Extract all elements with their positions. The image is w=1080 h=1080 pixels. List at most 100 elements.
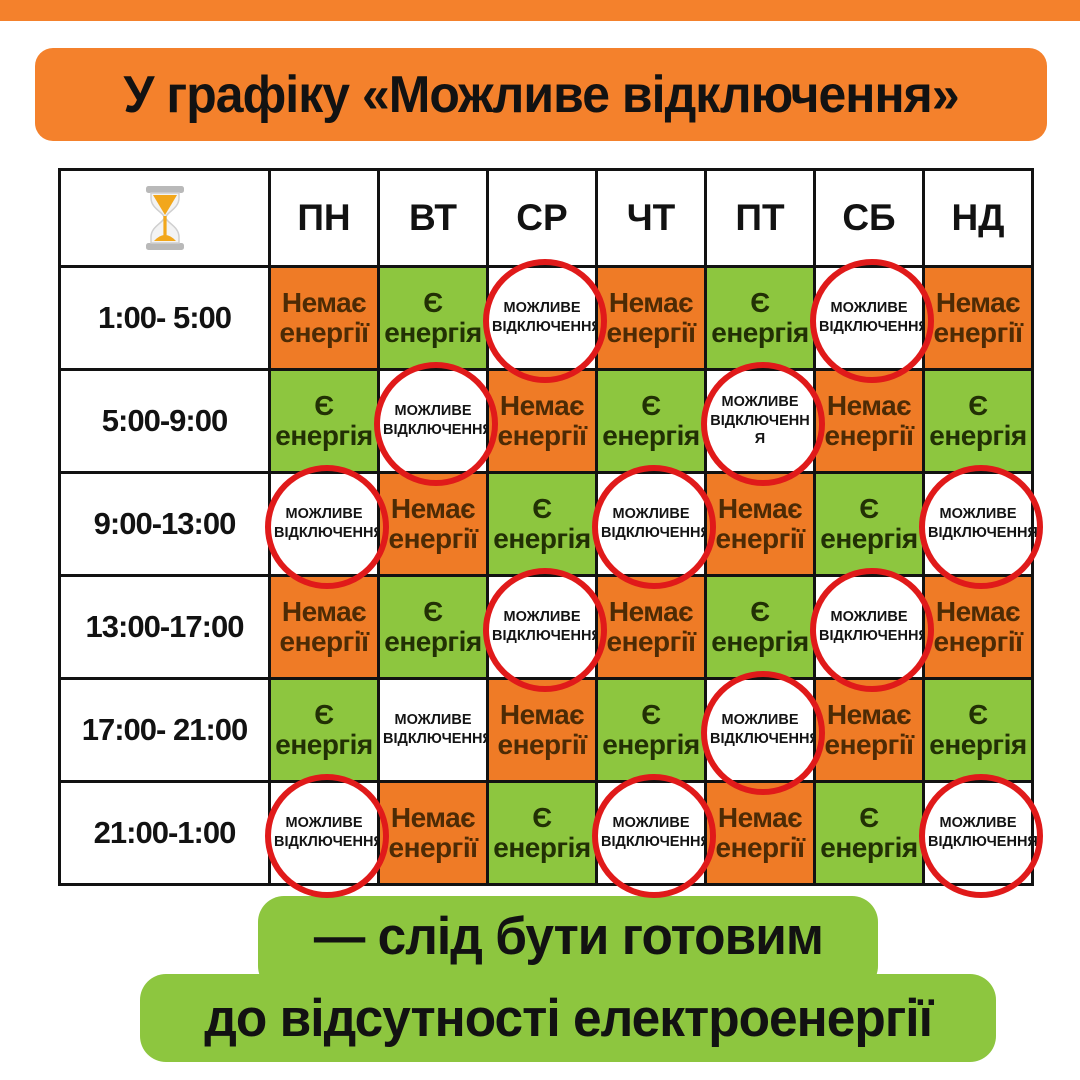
table-row: 9:00-13:00 МОЖЛИВЕ ВІДКЛЮЧЕННЯ Немає енерг… bbox=[58, 465, 1043, 589]
schedule-cell-on: Є енергія bbox=[377, 574, 489, 680]
cell-label: Немає енергії bbox=[824, 389, 914, 451]
day-header-fri: ПТ bbox=[704, 168, 816, 268]
day-header-sat: СБ bbox=[813, 168, 925, 268]
cell-label: Є енергія bbox=[275, 698, 373, 760]
cell-label: МОЖЛИВЕ ВІДКЛЮЧЕННЯ bbox=[928, 815, 1038, 850]
cell-label: МОЖЛИВЕ ВІДКЛЮЧЕННЯ bbox=[819, 609, 929, 644]
cell-label: Немає енергії bbox=[824, 698, 914, 760]
cell-label: Немає енергії bbox=[279, 286, 369, 348]
schedule-cell-off: Немає енергії bbox=[922, 574, 1034, 680]
schedule-cell-on: Є енергія bbox=[486, 780, 598, 886]
cell-label: Є енергія bbox=[929, 389, 1027, 451]
cell-label: МОЖЛИВЕ ВІДКЛЮЧЕНН Я bbox=[710, 393, 810, 448]
schedule-cell-on: Є енергія bbox=[268, 368, 380, 474]
schedule-cell-maybe: МОЖЛИВЕ ВІДКЛЮЧЕНН Я bbox=[701, 362, 825, 486]
schedule-cell-on: Є енергія bbox=[377, 265, 489, 371]
schedule-cell-off: Немає енергії bbox=[922, 265, 1034, 371]
time-range-label: 17:00- 21:00 bbox=[58, 677, 271, 783]
cell-label: Немає енергії bbox=[497, 389, 587, 451]
schedule-cell-maybe: МОЖЛИВЕ ВІДКЛЮЧЕННЯ bbox=[377, 677, 493, 783]
time-range-label: 1:00- 5:00 bbox=[58, 265, 271, 371]
cell-label: Є енергія bbox=[493, 492, 591, 554]
page-title: У графіку «Можливе відключення» bbox=[123, 65, 959, 124]
schedule-cell-on: Є енергія bbox=[595, 368, 707, 474]
schedule-cell-maybe: МОЖЛИВЕ ВІДКЛЮЧЕННЯ bbox=[919, 774, 1043, 898]
day-header-tue: ВТ bbox=[377, 168, 489, 268]
schedule-cell-maybe: МОЖЛИВЕ ВІДКЛЮЧЕННЯ bbox=[483, 568, 607, 692]
schedule-cell-on: Є енергія bbox=[486, 471, 598, 577]
schedule-cell-maybe: МОЖЛИВЕ ВІДКЛЮЧЕННЯ bbox=[592, 465, 716, 589]
cell-label: МОЖЛИВЕ ВІДКЛЮЧЕННЯ bbox=[492, 300, 602, 335]
day-header-wed: СР bbox=[486, 168, 598, 268]
footer-text-line2: до відсутності електроенергії bbox=[204, 988, 933, 1048]
schedule-cell-maybe: МОЖЛИВЕ ВІДКЛЮЧЕННЯ bbox=[701, 671, 825, 795]
cell-label: Є енергія bbox=[275, 389, 373, 451]
cell-label: Немає енергії bbox=[933, 595, 1023, 657]
schedule-cell-on: Є енергія bbox=[813, 471, 925, 577]
cell-label: Є енергія bbox=[711, 595, 809, 657]
table-row: 5:00-9:00 Є енергія МОЖЛИВЕ ВІДКЛЮЧЕННЯ Нем… bbox=[58, 362, 1034, 486]
cell-label: МОЖЛИВЕ ВІДКЛЮЧЕННЯ bbox=[383, 712, 493, 747]
schedule-cell-maybe: МОЖЛИВЕ ВІДКЛЮЧЕННЯ bbox=[483, 259, 607, 383]
cell-label: МОЖЛИВЕ ВІДКЛЮЧЕННЯ bbox=[710, 712, 820, 747]
footer-note-line2: до відсутності електроенергії bbox=[140, 974, 996, 1062]
table-row: 13:00-17:00 Немає енергії Є енергія МОЖЛИВЕ… bbox=[58, 568, 1034, 692]
cell-label: Немає енергії bbox=[279, 595, 369, 657]
cell-label: Є енергія bbox=[384, 595, 482, 657]
schedule-cell-off: Немає енергії bbox=[377, 471, 489, 577]
cell-label: МОЖЛИВЕ ВІДКЛЮЧЕННЯ bbox=[819, 300, 929, 335]
schedule-cell-off: Немає енергії bbox=[486, 677, 598, 783]
cell-label: Є енергія bbox=[493, 801, 591, 863]
schedule-cell-maybe: МОЖЛИВЕ ВІДКЛЮЧЕННЯ bbox=[919, 465, 1043, 589]
cell-label: МОЖЛИВЕ ВІДКЛЮЧЕННЯ bbox=[492, 609, 602, 644]
schedule-cell-maybe: МОЖЛИВЕ ВІДКЛЮЧЕННЯ bbox=[810, 259, 934, 383]
schedule-cell-off: Немає енергії bbox=[595, 574, 707, 680]
cell-label: Немає енергії bbox=[606, 286, 696, 348]
cell-label: Немає енергії bbox=[388, 801, 478, 863]
table-row: 17:00- 21:00 Є енергія МОЖЛИВЕ ВІДКЛЮЧЕННЯ… bbox=[58, 671, 1034, 795]
schedule-cell-maybe: МОЖЛИВЕ ВІДКЛЮЧЕННЯ bbox=[265, 774, 389, 898]
schedule-cell-off: Немає енергії bbox=[813, 368, 925, 474]
cell-label: Немає енергії bbox=[606, 595, 696, 657]
schedule-cell-maybe: МОЖЛИВЕ ВІДКЛЮЧЕННЯ bbox=[374, 362, 498, 486]
time-column-header bbox=[58, 168, 271, 268]
cell-label: Є енергія bbox=[602, 389, 700, 451]
cell-label: МОЖЛИВЕ ВІДКЛЮЧЕННЯ bbox=[274, 815, 384, 850]
schedule-cell-maybe: МОЖЛИВЕ ВІДКЛЮЧЕННЯ bbox=[810, 568, 934, 692]
cell-label: МОЖЛИВЕ ВІДКЛЮЧЕННЯ bbox=[383, 403, 493, 438]
schedule-cell-off: Немає енергії bbox=[377, 780, 489, 886]
schedule-cell-maybe: МОЖЛИВЕ ВІДКЛЮЧЕННЯ bbox=[592, 774, 716, 898]
time-range-label: 21:00-1:00 bbox=[58, 780, 271, 886]
schedule-cell-on: Є енергія bbox=[268, 677, 380, 783]
title-banner: У графіку «Можливе відключення» bbox=[35, 48, 1047, 141]
footer-text-line1: — слід бути готовим bbox=[313, 907, 823, 966]
table-row: 1:00- 5:00 Немає енергії Є енергія МОЖЛИВЕ … bbox=[58, 259, 1034, 383]
schedule-cell-off: Немає енергії bbox=[704, 471, 816, 577]
time-range-label: 5:00-9:00 bbox=[58, 368, 271, 474]
hourglass-icon bbox=[145, 186, 184, 250]
schedule-cell-off: Немає енергії bbox=[813, 677, 925, 783]
schedule-cell-off: Немає енергії bbox=[268, 574, 380, 680]
cell-label: Немає енергії bbox=[933, 286, 1023, 348]
day-header-sun: НД bbox=[922, 168, 1034, 268]
cell-label: Немає енергії bbox=[715, 801, 805, 863]
cell-label: Є енергія bbox=[929, 698, 1027, 760]
cell-label: Немає енергії bbox=[715, 492, 805, 554]
cell-label: Є енергія bbox=[384, 286, 482, 348]
top-orange-strip bbox=[0, 0, 1080, 21]
schedule-cell-on: Є енергія bbox=[922, 368, 1034, 474]
cell-label: МОЖЛИВЕ ВІДКЛЮЧЕННЯ bbox=[601, 815, 711, 850]
time-range-label: 13:00-17:00 bbox=[58, 574, 271, 680]
cell-label: Немає енергії bbox=[497, 698, 587, 760]
schedule-cell-off: Немає енергії bbox=[268, 265, 380, 371]
cell-label: МОЖЛИВЕ ВІДКЛЮЧЕННЯ bbox=[928, 506, 1038, 541]
schedule-cell-off: Немає енергії bbox=[704, 780, 816, 886]
cell-label: Є енергія bbox=[820, 492, 918, 554]
cell-label: Є енергія bbox=[711, 286, 809, 348]
schedule-cell-on: Є енергія bbox=[704, 265, 816, 371]
header-row: ПН ВТ СР ЧТ ПТ СБ НД bbox=[58, 168, 1034, 268]
day-header-mon: ПН bbox=[268, 168, 380, 268]
table-row: 21:00-1:00 МОЖЛИВЕ ВІДКЛЮЧЕННЯ Немає енерг… bbox=[58, 774, 1043, 898]
schedule-cell-on: Є енергія bbox=[922, 677, 1034, 783]
schedule-cell-off: Немає енергії bbox=[486, 368, 598, 474]
